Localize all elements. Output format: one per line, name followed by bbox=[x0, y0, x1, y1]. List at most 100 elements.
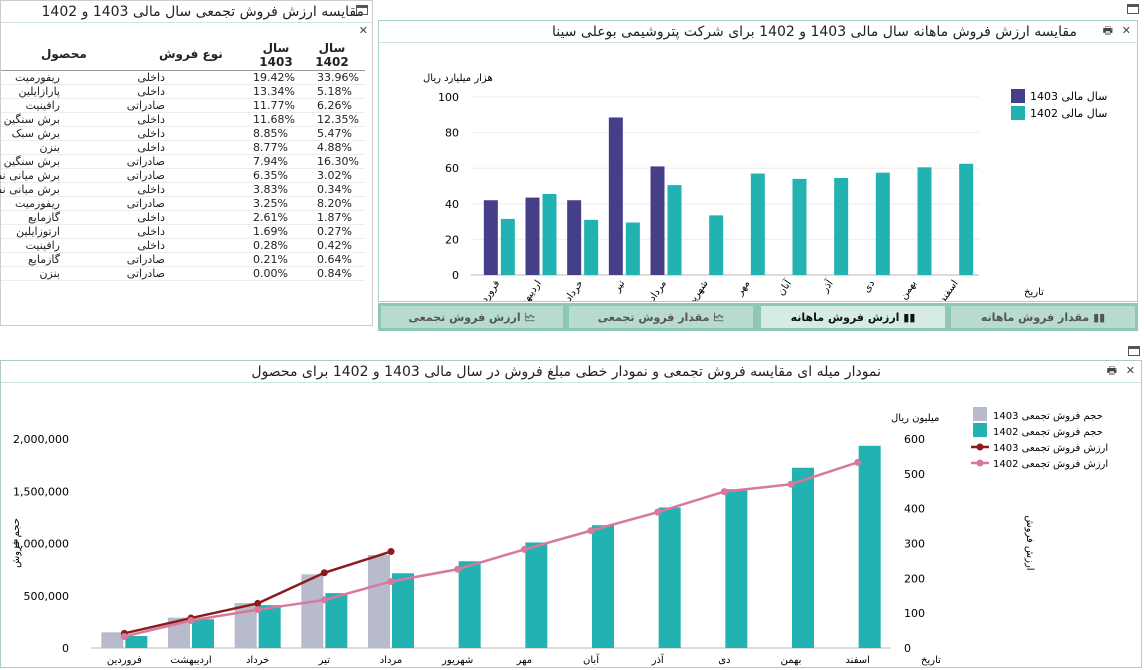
x-tick-label: اسفند bbox=[845, 655, 869, 666]
bar-1402 bbox=[125, 635, 148, 648]
table-row[interactable]: بنزن داخلی 8.77% 4.88% bbox=[1, 141, 365, 155]
y-right-label: ارزش فروش bbox=[1024, 515, 1035, 570]
line-point bbox=[654, 508, 662, 516]
y-tick-label: 80 bbox=[445, 127, 459, 140]
cell-1403: 0.00% bbox=[253, 267, 288, 280]
cell-1403: 8.85% bbox=[253, 127, 288, 140]
table-row[interactable]: رافینیت صادراتی 11.77% 6.26% bbox=[1, 99, 365, 113]
cell-sale-type: صادراتی bbox=[126, 155, 165, 168]
x-tick-label: بهمن bbox=[781, 655, 802, 666]
cell-1403: 8.77% bbox=[253, 141, 288, 154]
cell-1402: 4.88% bbox=[317, 141, 352, 154]
line-point bbox=[254, 606, 262, 614]
legend-marker bbox=[976, 459, 984, 467]
table-row[interactable]: رافینیت داخلی 0.28% 0.42% bbox=[1, 239, 365, 253]
x-tick-label: بهمن bbox=[898, 278, 919, 301]
bar-1402 bbox=[584, 219, 599, 275]
tab-cumulative-qty[interactable]: مقدار فروش تجمعی 🗠 bbox=[568, 305, 754, 329]
cell-product: پارازایلین bbox=[18, 85, 60, 98]
table-row[interactable]: بنزن صادراتی 0.00% 0.84% bbox=[1, 267, 365, 281]
chart-tabs: ارزش فروش تجمعی 🗠 مقدار فروش تجمعی 🗠 ارز… bbox=[378, 303, 1138, 331]
table-row[interactable]: برش میانی نفتا صادراتی 6.35% 3.02% bbox=[0, 169, 365, 183]
col-1402[interactable]: سال 1402 bbox=[315, 41, 349, 69]
line-1402 bbox=[124, 461, 859, 638]
bar-1403 bbox=[368, 554, 390, 648]
x-tick-label: دی bbox=[718, 655, 730, 666]
cell-1403: 7.94% bbox=[253, 155, 288, 168]
cell-1402: 5.47% bbox=[317, 127, 352, 140]
print-icon[interactable]: 🖶 bbox=[1106, 364, 1117, 377]
cell-sale-type: صادراتی bbox=[126, 253, 165, 266]
col-sale-type[interactable]: نوع فروش bbox=[159, 47, 223, 61]
legend-swatch bbox=[1011, 106, 1025, 120]
y-right-unit: میلیون ریال bbox=[891, 413, 939, 424]
cell-sale-type: صادراتی bbox=[126, 267, 165, 280]
maximize-icon[interactable] bbox=[356, 5, 368, 15]
y-left-tick: 1,500,000 bbox=[13, 485, 69, 498]
cell-product: ارتوزایلین bbox=[16, 225, 60, 238]
bar-1403 bbox=[101, 632, 124, 648]
line-point bbox=[254, 599, 262, 607]
legend-swatch bbox=[973, 407, 987, 421]
table-row[interactable]: برش سنگین داخلی 11.68% 12.35% bbox=[1, 113, 365, 127]
bar-1403 bbox=[567, 200, 582, 275]
table-row[interactable]: گازمایع داخلی 2.61% 1.87% bbox=[1, 211, 365, 225]
y-right-tick: 400 bbox=[904, 503, 925, 516]
table-row[interactable]: برش سنگین صادراتی 7.94% 16.30% bbox=[1, 155, 365, 169]
x-tick-label: تیر bbox=[318, 655, 331, 666]
legend-swatch bbox=[973, 423, 987, 437]
bar-1403 bbox=[525, 197, 540, 275]
cell-1403: 0.21% bbox=[253, 253, 288, 266]
x-tick-label: مهر bbox=[734, 278, 752, 298]
cell-product: برش سبک bbox=[11, 127, 60, 140]
monthly-panel: مقایسه ارزش فروش ماهانه سال مالی 1403 و … bbox=[378, 20, 1138, 302]
table-row[interactable]: ریفورمیت داخلی 19.42% 33.96% bbox=[1, 71, 365, 85]
col-product[interactable]: محصول bbox=[41, 47, 87, 61]
x-tick-label: اردیبهشت bbox=[170, 655, 211, 666]
table-header: محصول نوع فروش سال 1403 سال 1402 bbox=[1, 39, 365, 71]
y-tick-label: 0 bbox=[452, 269, 459, 282]
x-tick-label: اسفند bbox=[938, 278, 961, 301]
x-tick-label: خرداد bbox=[563, 278, 585, 301]
line-point bbox=[520, 545, 528, 553]
cell-product: برش میانی نفتا bbox=[0, 183, 60, 196]
close-icon[interactable]: ✕ bbox=[358, 24, 368, 37]
tab-monthly-qty[interactable]: مقدار فروش ماهانه ▮▮ bbox=[950, 305, 1136, 329]
bar-1402 bbox=[792, 178, 807, 275]
x-tick-label: مرداد bbox=[380, 655, 403, 666]
table-row[interactable]: ریفورمیت صادراتی 3.25% 8.20% bbox=[1, 197, 365, 211]
cumulative-panel: نمودار میله ای مقایسه فروش تجمعی و نمودا… bbox=[0, 360, 1142, 668]
col-1403[interactable]: سال 1403 bbox=[259, 41, 293, 69]
y-tick-label: 40 bbox=[445, 198, 459, 211]
cell-sale-type: داخلی bbox=[137, 113, 165, 126]
tab-cumulative-value[interactable]: ارزش فروش تجمعی 🗠 bbox=[380, 305, 564, 329]
bar-1402 bbox=[392, 573, 414, 648]
bar-1402 bbox=[658, 507, 681, 648]
maximize-icon[interactable] bbox=[1128, 346, 1140, 356]
table-row[interactable]: گازمایع صادراتی 0.21% 0.64% bbox=[1, 253, 365, 267]
cell-product: رافینیت bbox=[25, 99, 60, 112]
table-panel-title: مقایسه ارزش فروش تجمعی سال مالی 1403 و 1… bbox=[1, 1, 372, 23]
table-row[interactable]: ارتوزایلین داخلی 1.69% 0.27% bbox=[1, 225, 365, 239]
cell-1402: 0.64% bbox=[317, 253, 352, 266]
tab-monthly-value[interactable]: ارزش فروش ماهانه ▮▮ bbox=[760, 305, 946, 329]
cell-1402: 1.87% bbox=[317, 211, 352, 224]
maximize-icon[interactable] bbox=[1127, 4, 1139, 14]
y-left-tick: 0 bbox=[62, 642, 69, 655]
bar-1402 bbox=[667, 185, 682, 275]
table-row[interactable]: برش میانی نفتا داخلی 3.83% 0.34% bbox=[0, 183, 365, 197]
table-row[interactable]: پارازایلین داخلی 13.34% 5.18% bbox=[1, 85, 365, 99]
close-icon[interactable]: ✕ bbox=[1121, 24, 1131, 37]
line-point bbox=[387, 548, 395, 556]
legend-marker bbox=[976, 443, 984, 451]
bar-1403 bbox=[650, 166, 665, 275]
bar-1402 bbox=[500, 218, 515, 275]
monthly-chart: هزار میلیارد ریال 0 20 40 60 80 100 فروردین اردی… bbox=[423, 73, 1107, 301]
bar-1403 bbox=[301, 574, 324, 648]
table-row[interactable]: برش سبک داخلی 8.85% 5.47% bbox=[1, 127, 365, 141]
close-icon[interactable]: ✕ bbox=[1125, 364, 1135, 377]
cell-product: ریفورمیت bbox=[15, 71, 60, 84]
bar-1402 bbox=[834, 177, 849, 275]
cell-sale-type: صادراتی bbox=[126, 197, 165, 210]
print-icon[interactable]: 🖶 bbox=[1102, 24, 1113, 37]
